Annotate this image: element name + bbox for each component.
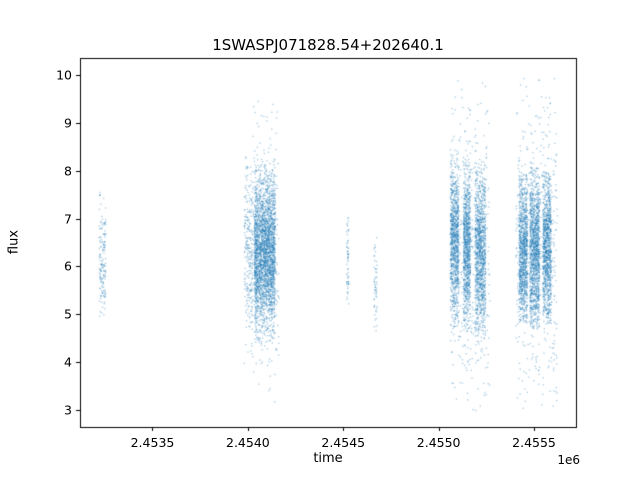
x-axis-offset-label: 1e6 <box>557 453 580 467</box>
y-tick-label: 8 <box>64 163 72 179</box>
y-axis-label: flux <box>6 229 22 255</box>
y-tick-label: 10 <box>56 67 72 83</box>
x-tick-label: 2.4540 <box>226 435 270 450</box>
y-tick-label: 7 <box>64 211 72 227</box>
y-tick-label: 5 <box>64 306 72 322</box>
y-tick-label: 6 <box>64 258 72 274</box>
x-tick-label: 2.4550 <box>416 435 461 450</box>
y-tick-label: 4 <box>64 354 72 370</box>
x-tick-label: 2.4545 <box>321 435 366 450</box>
x-tick-label: 2.4535 <box>130 435 175 450</box>
x-axis-label: time <box>313 451 343 466</box>
y-tick-label: 3 <box>64 402 72 418</box>
x-tick-label: 2.4555 <box>512 435 556 450</box>
chart-title: 1SWASPJ071828.54+202640.1 <box>212 36 444 54</box>
y-tick-label: 9 <box>64 115 72 131</box>
